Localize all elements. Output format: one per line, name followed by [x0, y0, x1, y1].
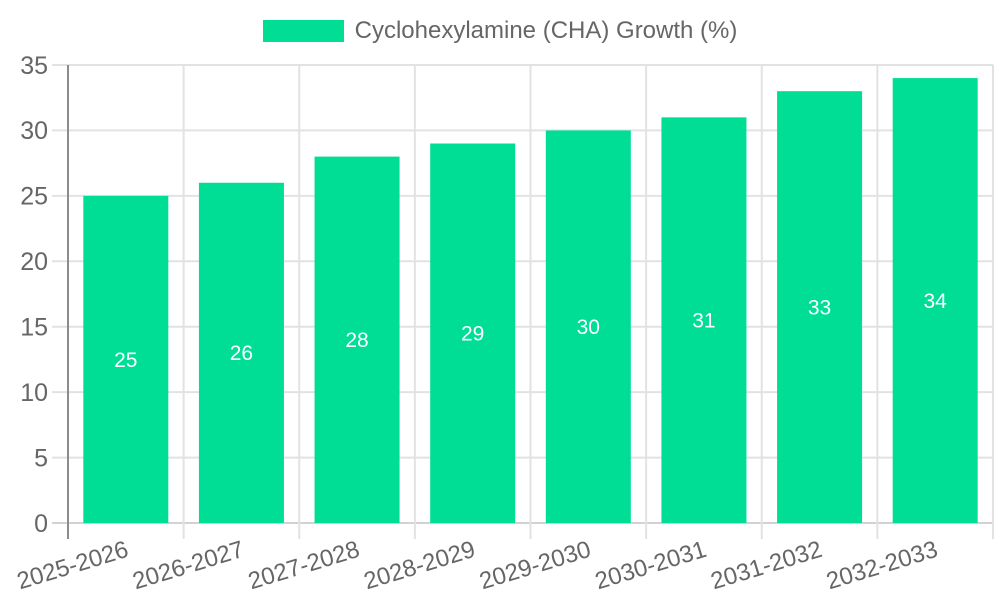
- x-tick-label: 2030-2031: [592, 536, 710, 595]
- bar[interactable]: [545, 130, 631, 523]
- bar-value-label: 29: [461, 323, 484, 346]
- bar[interactable]: [430, 143, 516, 523]
- bar-value-label: 30: [577, 316, 600, 339]
- bar[interactable]: [892, 78, 978, 523]
- bar-value-label: 25: [114, 349, 137, 372]
- y-tick-label: 5: [34, 444, 48, 472]
- legend-swatch-icon: [262, 20, 344, 42]
- x-tick-label: 2028-2029: [361, 536, 479, 595]
- bar[interactable]: [83, 195, 169, 523]
- bar-value-label: 31: [692, 310, 715, 333]
- x-tick-label: 2025-2026: [14, 536, 132, 595]
- bar[interactable]: [198, 182, 284, 523]
- bar[interactable]: [314, 156, 400, 523]
- bar[interactable]: [661, 117, 747, 523]
- x-tick-label: 2026-2027: [130, 536, 248, 595]
- y-tick-label: 10: [20, 379, 48, 407]
- legend: Cyclohexylamine (CHA) Growth (%): [0, 17, 1000, 45]
- bar-value-label: 26: [230, 342, 253, 365]
- bar[interactable]: [777, 91, 863, 524]
- x-tick-label: 2032-2033: [823, 536, 941, 595]
- y-tick-label: 20: [20, 248, 48, 276]
- y-tick-label: 25: [20, 183, 48, 211]
- y-tick-label: 35: [20, 52, 48, 80]
- x-tick-label: 2031-2032: [708, 536, 826, 595]
- y-tick-label: 30: [20, 117, 48, 145]
- bar-value-label: 34: [924, 290, 948, 313]
- y-tick-label: 15: [20, 313, 48, 341]
- bar-value-label: 28: [345, 329, 368, 352]
- legend-item[interactable]: Cyclohexylamine (CHA) Growth (%): [262, 17, 738, 45]
- x-tick-label: 2029-2030: [476, 536, 594, 595]
- bar-value-label: 33: [808, 296, 831, 319]
- legend-label: Cyclohexylamine (CHA) Growth (%): [354, 17, 738, 44]
- x-tick-label: 2027-2028: [245, 536, 363, 595]
- y-tick-label: 0: [34, 510, 48, 538]
